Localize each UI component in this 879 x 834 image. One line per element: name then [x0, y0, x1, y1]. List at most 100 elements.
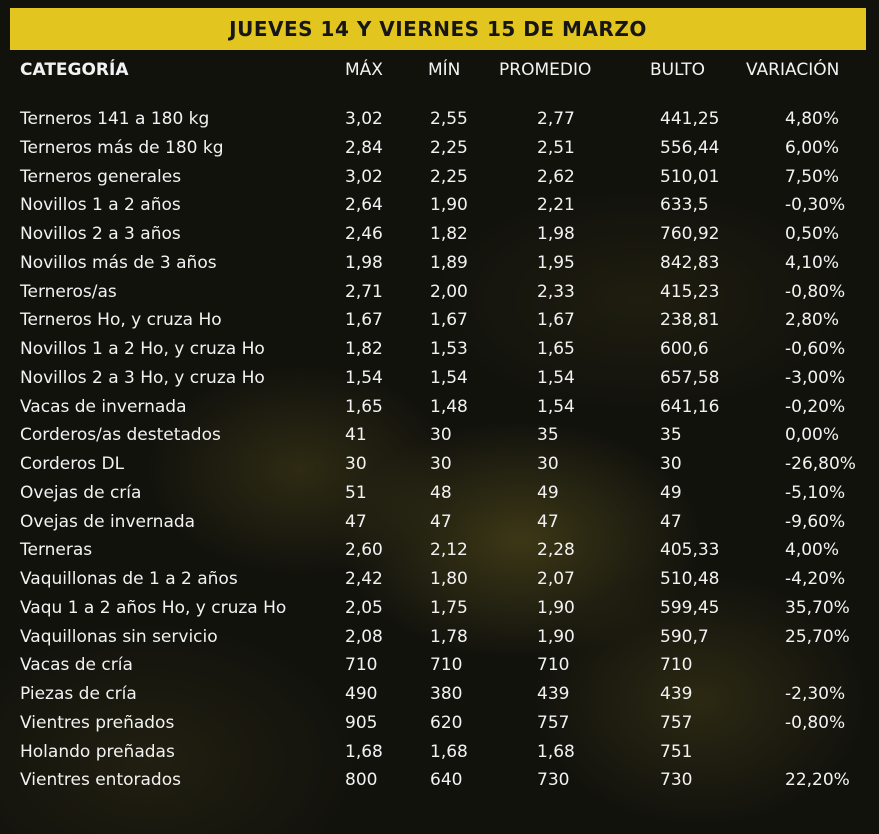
- min-cell: 1,82: [430, 224, 468, 244]
- category-cell: Vaquillonas sin servicio: [20, 626, 218, 647]
- category-cell: Vaqu 1 a 2 años Ho, y cruza Ho: [20, 597, 287, 618]
- min-cell: 620: [430, 712, 463, 733]
- min-cell: 1,90: [430, 195, 468, 216]
- variacion-cell: -0,30%: [785, 195, 846, 216]
- category-cell: Terneros/as: [20, 281, 117, 302]
- bulto-cell: 842,83: [660, 252, 720, 273]
- bulto-cell: 757: [660, 712, 693, 733]
- promedio-cell: 47: [537, 511, 559, 532]
- table-row: Piezas de cría 490 380 439 439 -2,30%: [0, 680, 879, 708]
- min-cell: 710: [430, 655, 463, 676]
- max-cell: 51: [345, 482, 367, 503]
- variacion-cell: 4,00%: [785, 540, 840, 561]
- promedio-cell: 1,98: [537, 224, 575, 244]
- max-cell: 710: [345, 655, 378, 676]
- variacion-cell: 0,50%: [785, 224, 840, 244]
- category-cell: Novillos 1 a 2 Ho, y cruza Ho: [20, 339, 265, 359]
- max-cell: 2,46: [345, 224, 383, 244]
- category-cell: Ovejas de cría: [20, 482, 142, 503]
- variacion-cell: -4,20%: [785, 569, 846, 589]
- category-cell: Terneros Ho, y cruza Ho: [20, 310, 222, 331]
- bulto-cell: 405,33: [660, 540, 720, 561]
- max-cell: 1,67: [345, 310, 383, 331]
- min-cell: 2,55: [430, 109, 468, 129]
- table-row: Terneros 141 a 180 kg 3,02 2,55 2,77 441,25 4…: [0, 105, 879, 133]
- max-cell: 47: [345, 511, 367, 532]
- promedio-cell: 2,62: [537, 166, 575, 187]
- bulto-cell: 439: [660, 684, 693, 704]
- promedio-cell: 1,68: [537, 741, 575, 762]
- variacion-cell: -0,20%: [785, 396, 846, 417]
- max-cell: 3,02: [345, 166, 383, 187]
- bulto-cell: 760,92: [660, 224, 720, 244]
- title-bar: JUEVES 14 Y VIERNES 15 DE MARZO: [10, 8, 866, 50]
- category-cell: Terneras: [20, 540, 93, 561]
- min-cell: 1,80: [430, 569, 468, 589]
- table-row: Vacas de invernada 1,65 1,48 1,54 641,16 -0,2…: [0, 393, 879, 421]
- table-row: Terneras 2,60 2,12 2,28 405,33 4,00%: [0, 536, 879, 564]
- table-row: Vaquillonas de 1 a 2 años 2,42 1,80 2,07 510…: [0, 565, 879, 593]
- category-cell: Ovejas de invernada: [20, 511, 196, 532]
- promedio-cell: 1,54: [537, 396, 575, 417]
- table-row: Novillos 2 a 3 años 2,46 1,82 1,98 760,92 0,5…: [0, 220, 879, 248]
- table-row: Terneros generales 3,02 2,25 2,62 510,01 7,50…: [0, 163, 879, 191]
- category-cell: Novillos 1 a 2 años: [20, 195, 181, 216]
- min-cell: 30: [430, 454, 452, 474]
- bulto-cell: 657,58: [660, 367, 720, 388]
- variacion-cell: -26,80%: [785, 454, 856, 474]
- min-cell: 2,12: [430, 540, 468, 561]
- promedio-cell: 710: [537, 655, 570, 676]
- category-cell: Vaquillonas de 1 a 2 años: [20, 569, 238, 589]
- min-cell: 640: [430, 770, 463, 791]
- variacion-cell: 25,70%: [785, 626, 850, 647]
- category-cell: Terneros más de 180 kg: [20, 137, 224, 158]
- min-cell: 1,67: [430, 310, 468, 331]
- bulto-cell: 633,5: [660, 195, 709, 216]
- category-cell: Novillos más de 3 años: [20, 252, 217, 273]
- promedio-cell: 1,65: [537, 339, 575, 359]
- bulto-cell: 238,81: [660, 310, 720, 331]
- promedio-cell: 2,77: [537, 109, 575, 129]
- min-cell: 2,25: [430, 166, 468, 187]
- promedio-cell: 2,07: [537, 569, 575, 589]
- variacion-cell: 35,70%: [785, 597, 850, 618]
- column-header-min: MÍN: [428, 60, 461, 80]
- table-row: Vientres entorados 800 640 730 730 22,20%: [0, 766, 879, 794]
- category-cell: Terneros generales: [20, 166, 182, 187]
- category-cell: Vientres preñados: [20, 712, 175, 733]
- table-row: Corderos DL 30 30 30 30 -26,80%: [0, 450, 879, 478]
- category-cell: Terneros 141 a 180 kg: [20, 109, 210, 129]
- promedio-cell: 2,33: [537, 281, 575, 302]
- table-row: Vientres preñados 905 620 757 757 -0,80%: [0, 709, 879, 737]
- bulto-cell: 710: [660, 655, 693, 676]
- promedio-cell: 1,90: [537, 626, 575, 647]
- max-cell: 905: [345, 712, 378, 733]
- variacion-cell: -5,10%: [785, 482, 846, 503]
- min-cell: 1,53: [430, 339, 468, 359]
- max-cell: 2,05: [345, 597, 383, 618]
- max-cell: 2,08: [345, 626, 383, 647]
- max-cell: 1,98: [345, 252, 383, 273]
- column-header-bulto: BULTO: [650, 60, 706, 80]
- table-row: Novillos 1 a 2 Ho, y cruza Ho 1,82 1,53 1,6…: [0, 335, 879, 363]
- bulto-cell: 30: [660, 454, 682, 474]
- variacion-cell: 2,80%: [785, 310, 840, 331]
- max-cell: 1,68: [345, 741, 383, 762]
- table-row: Ovejas de invernada 47 47 47 47 -9,60%: [0, 508, 879, 536]
- variacion-cell: 7,50%: [785, 166, 840, 187]
- max-cell: 2,71: [345, 281, 383, 302]
- max-cell: 2,64: [345, 195, 383, 216]
- table-row: Vacas de cría 710 710 710 710: [0, 651, 879, 679]
- min-cell: 1,75: [430, 597, 468, 618]
- promedio-cell: 730: [537, 770, 570, 791]
- promedio-cell: 1,90: [537, 597, 575, 618]
- bulto-cell: 590,7: [660, 626, 709, 647]
- bulto-cell: 599,45: [660, 597, 720, 618]
- max-cell: 2,60: [345, 540, 383, 561]
- column-header-max: MÁX: [345, 60, 383, 80]
- promedio-cell: 49: [537, 482, 559, 503]
- table-row: Vaquillonas sin servicio 2,08 1,78 1,90 590,…: [0, 623, 879, 651]
- category-cell: Vacas de invernada: [20, 396, 187, 417]
- promedio-cell: 439: [537, 684, 570, 704]
